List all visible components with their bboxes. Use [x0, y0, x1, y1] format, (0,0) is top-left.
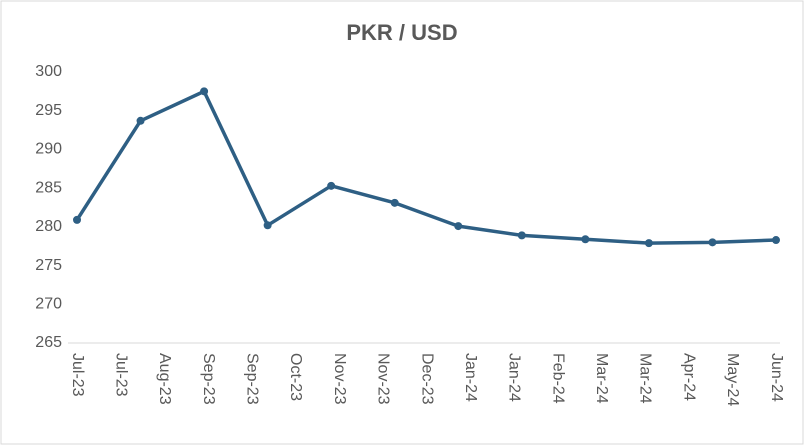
point: [708, 238, 717, 247]
point: [454, 222, 463, 231]
y-tick-label: 275: [35, 257, 62, 274]
x-tick-label: Feb-24: [549, 353, 566, 404]
x-tick-label: May-24: [724, 353, 741, 406]
point: [517, 231, 526, 240]
x-tick-label: Nov-23: [375, 353, 392, 405]
point: [644, 239, 653, 248]
y-tick-label: 300: [35, 63, 62, 80]
point: [73, 215, 81, 224]
x-tick-label: Sep-23: [244, 353, 261, 405]
x-tick-label: Apr-24: [680, 353, 697, 401]
x-tick-label: Dec-23: [418, 353, 435, 405]
x-tick-label: Jul-23: [112, 353, 129, 397]
x-tick-label: Jan-24: [462, 353, 479, 402]
x-tick-label: Jul-23: [69, 353, 86, 397]
x-tick-label: Oct-23: [287, 353, 304, 401]
x-tick-label: Jun-24: [768, 353, 785, 402]
point: [136, 116, 145, 125]
y-tick-label: 290: [35, 141, 62, 158]
y-tick-label: 285: [35, 179, 62, 196]
x-tick-label: Aug-23: [156, 353, 173, 405]
point: [200, 87, 209, 96]
x-tick-label: Sep-23: [200, 353, 217, 405]
point: [772, 236, 780, 245]
line: [75, 89, 777, 245]
y-tick-label: 270: [35, 296, 62, 313]
chart-title: PKR / USD: [346, 20, 457, 45]
point: [327, 181, 336, 190]
point: [390, 198, 399, 207]
x-tick-label: Jan-24: [506, 353, 523, 402]
x-tick-label: Nov-23: [331, 353, 348, 405]
x-tick-label: Mar-24: [637, 353, 654, 404]
point: [581, 235, 590, 244]
x-tick-label: Mar-24: [593, 353, 610, 404]
y-tick-label: 295: [35, 102, 62, 119]
point: [263, 221, 272, 230]
y-tick-label: 280: [35, 218, 62, 235]
y-tick-label: 265: [35, 334, 62, 351]
